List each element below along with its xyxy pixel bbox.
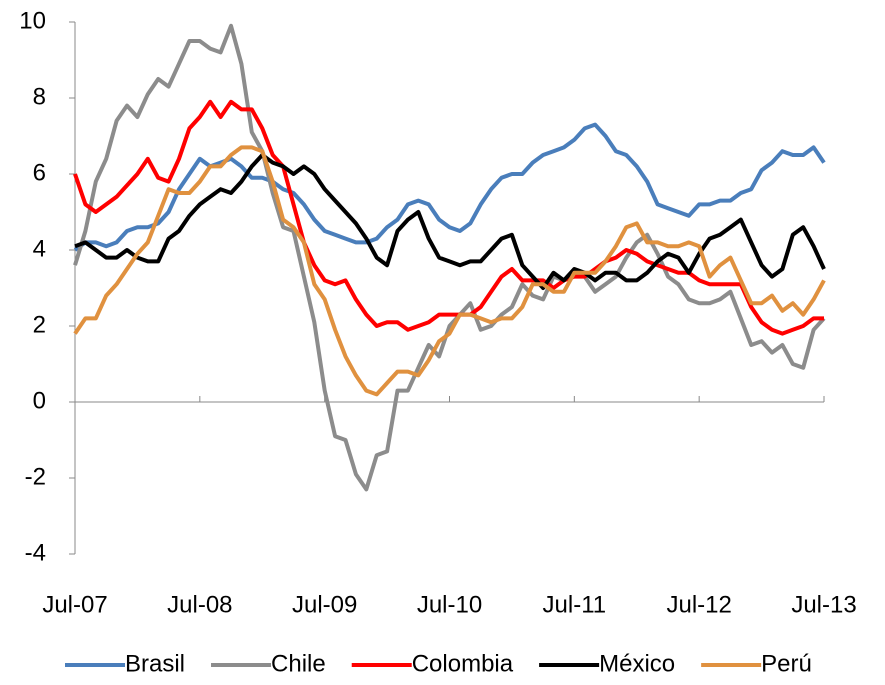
x-tick-label: Jul-12 [666, 591, 731, 618]
series-line [73, 99, 824, 336]
y-tick-label: 4 [33, 235, 46, 262]
legend-label: Perú [761, 650, 812, 677]
x-tick-label: Jul-10 [417, 591, 482, 618]
legend-label: México [599, 650, 675, 677]
series-line [73, 23, 826, 492]
y-tick-label: 8 [33, 83, 46, 110]
y-tick-label: 2 [33, 311, 46, 338]
series-line [73, 122, 826, 252]
y-tick-label: -4 [25, 539, 46, 566]
y-tick-label: 10 [19, 7, 46, 34]
series-line [73, 145, 826, 397]
series-line [74, 153, 826, 290]
y-tick-label: 0 [33, 387, 46, 414]
x-tick-label: Jul-08 [167, 591, 232, 618]
x-tick-label: Jul-11 [543, 591, 607, 618]
y-tick-label: -2 [25, 463, 46, 490]
legend-label: Brasil [125, 650, 185, 677]
legend-label: Chile [271, 650, 326, 677]
y-tick-label: 6 [33, 159, 46, 186]
x-tick-label: Jul-13 [791, 591, 856, 618]
x-tick-label: Jul-09 [292, 591, 357, 618]
x-tick-label: Jul-07 [42, 591, 107, 618]
legend-label: Colombia [412, 650, 514, 677]
